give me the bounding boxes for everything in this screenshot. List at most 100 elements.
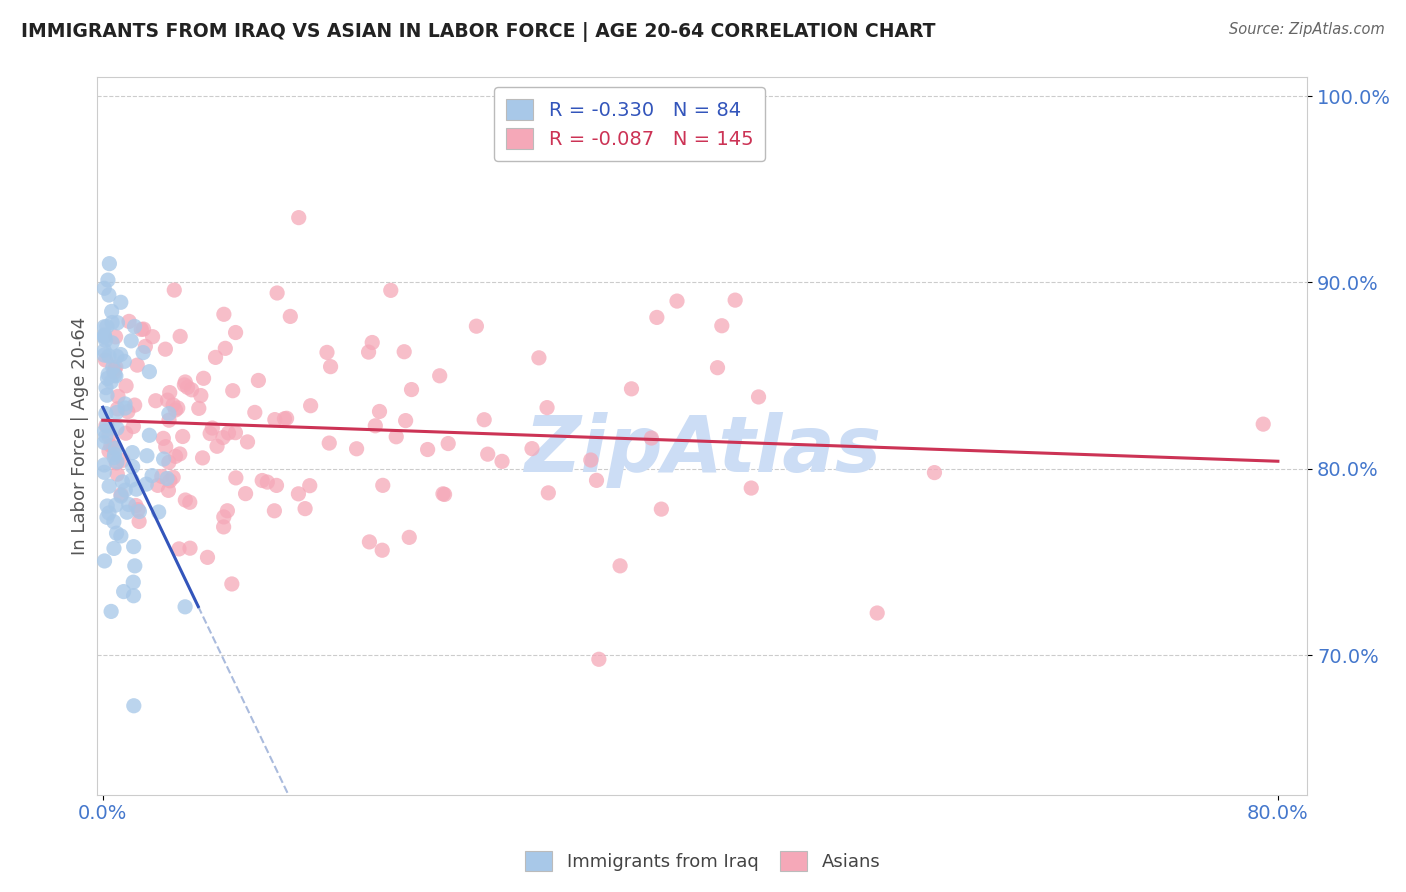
Point [105, 526, 128, 541]
Point [748, 390, 770, 404]
Point [157, 455, 180, 469]
Point [866, 606, 889, 620]
Point [276, 411, 298, 425]
Point [148, 505, 170, 519]
Point [250, 474, 273, 488]
Point [96, 418, 118, 433]
Point [179, 495, 201, 509]
Point [371, 478, 394, 492]
Point [112, 354, 135, 368]
Point [527, 351, 550, 365]
Point [145, 393, 167, 408]
Point [166, 401, 188, 415]
Point [218, 425, 240, 440]
Point [214, 342, 236, 356]
Point [278, 310, 301, 324]
Point [174, 493, 197, 508]
Point [287, 211, 309, 225]
Point [212, 510, 235, 524]
Point [536, 401, 558, 415]
Point [294, 501, 316, 516]
Point [122, 419, 145, 434]
Point [115, 505, 138, 519]
Point [96, 388, 118, 402]
Point [398, 530, 420, 544]
Text: IMMIGRANTS FROM IRAQ VS ASIAN IN LABOR FORCE | AGE 20-64 CORRELATION CHART: IMMIGRANTS FROM IRAQ VS ASIAN IN LABOR F… [21, 22, 935, 42]
Point [98, 257, 121, 271]
Point [364, 418, 387, 433]
Point [100, 604, 122, 618]
Point [93, 328, 115, 343]
Point [176, 380, 198, 394]
Point [136, 449, 159, 463]
Point [125, 482, 148, 496]
Point [98, 479, 121, 493]
Point [706, 360, 728, 375]
Point [128, 504, 150, 518]
Point [359, 535, 381, 549]
Point [118, 498, 141, 512]
Point [104, 368, 127, 383]
Point [159, 474, 181, 488]
Point [197, 550, 219, 565]
Point [217, 504, 239, 518]
Point [266, 478, 288, 492]
Point [157, 413, 180, 427]
Point [152, 452, 174, 467]
Point [114, 483, 136, 497]
Point [710, 318, 733, 333]
Point [247, 374, 270, 388]
Point [111, 453, 134, 467]
Point [97, 368, 120, 382]
Legend: R = -0.330   N = 84, R = -0.087   N = 145: R = -0.330 N = 84, R = -0.087 N = 145 [494, 87, 765, 161]
Point [110, 347, 132, 361]
Point [103, 450, 125, 465]
Point [134, 339, 156, 353]
Point [156, 471, 179, 485]
Point [96, 371, 118, 385]
Point [163, 283, 186, 297]
Point [105, 350, 128, 364]
Point [142, 329, 165, 343]
Point [110, 489, 132, 503]
Point [316, 345, 339, 359]
Point [93, 330, 115, 344]
Point [103, 515, 125, 529]
Point [156, 393, 179, 408]
Point [318, 436, 340, 450]
Point [93, 281, 115, 295]
Point [165, 403, 187, 417]
Point [114, 397, 136, 411]
Point [104, 359, 127, 374]
Point [93, 435, 115, 450]
Point [125, 499, 148, 513]
Point [110, 295, 132, 310]
Point [93, 424, 115, 438]
Point [212, 307, 235, 321]
Point [169, 447, 191, 461]
Point [198, 426, 221, 441]
Point [141, 468, 163, 483]
Point [159, 385, 181, 400]
Point [385, 430, 408, 444]
Point [368, 404, 391, 418]
Point [588, 652, 610, 666]
Point [94, 334, 117, 348]
Point [94, 381, 117, 395]
Point [225, 326, 247, 340]
Point [152, 431, 174, 445]
Point [121, 473, 143, 487]
Point [100, 439, 122, 453]
Point [465, 319, 488, 334]
Point [104, 368, 127, 383]
Point [93, 319, 115, 334]
Point [100, 304, 122, 318]
Point [94, 429, 117, 443]
Point [924, 466, 946, 480]
Point [105, 421, 128, 435]
Point [132, 345, 155, 359]
Point [433, 487, 456, 501]
Point [146, 478, 169, 492]
Point [205, 439, 228, 453]
Point [380, 284, 402, 298]
